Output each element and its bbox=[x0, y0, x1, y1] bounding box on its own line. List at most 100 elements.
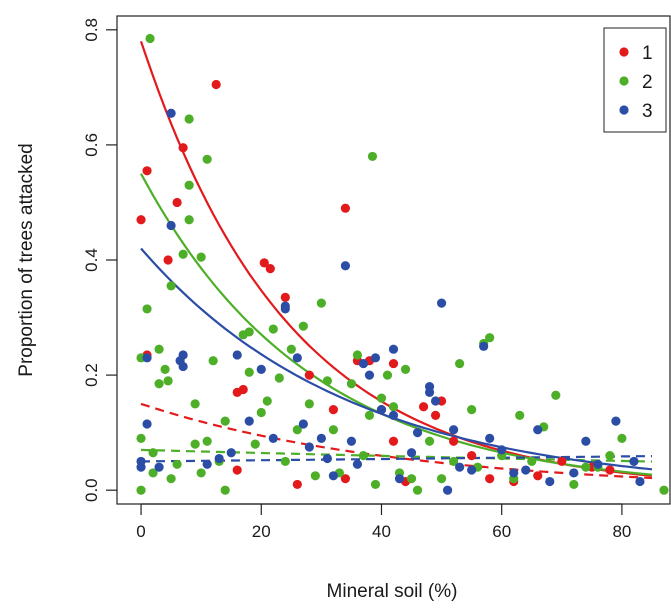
y-tick-label: 0.0 bbox=[82, 478, 101, 502]
point-series-2 bbox=[527, 456, 537, 467]
point-series-3 bbox=[232, 350, 242, 360]
point-series-3 bbox=[358, 358, 369, 369]
point-series-3 bbox=[442, 485, 453, 495]
point-series-2 bbox=[659, 485, 669, 495]
point-series-2 bbox=[328, 425, 338, 435]
x-axis: 0 20 40 60 80 bbox=[136, 503, 631, 541]
point-series-2 bbox=[136, 485, 146, 495]
point-series-2 bbox=[358, 451, 369, 461]
point-series-3 bbox=[430, 396, 441, 406]
x-tick-label: 20 bbox=[252, 522, 271, 541]
point-series-1 bbox=[418, 402, 429, 412]
y-axis: 0.0 0.2 0.4 0.6 0.8 bbox=[82, 18, 117, 502]
point-series-3 bbox=[545, 476, 555, 487]
point-series-1 bbox=[136, 215, 146, 225]
point-series-2 bbox=[346, 379, 357, 389]
point-series-2 bbox=[581, 462, 591, 472]
point-series-2 bbox=[268, 324, 278, 334]
point-series-3 bbox=[226, 448, 236, 458]
point-series-2 bbox=[406, 474, 417, 484]
legend-box bbox=[603, 27, 667, 133]
y-axis-title: Proportion of trees attacked bbox=[16, 143, 37, 376]
point-series-3 bbox=[394, 474, 405, 484]
fit-solid-series-1 bbox=[139, 40, 653, 477]
point-series-3 bbox=[485, 433, 495, 443]
point-series-2 bbox=[184, 215, 194, 225]
point-series-2 bbox=[280, 456, 290, 467]
point-series-2 bbox=[455, 358, 465, 369]
point-series-2 bbox=[400, 364, 411, 374]
point-series-3 bbox=[436, 298, 447, 308]
point-series-3 bbox=[268, 433, 278, 443]
point-series-2 bbox=[154, 379, 164, 389]
x-tick-label: 0 bbox=[136, 522, 145, 541]
point-series-2 bbox=[551, 390, 561, 400]
point-series-1 bbox=[304, 370, 314, 380]
point-series-3 bbox=[629, 456, 639, 467]
x-tick-label: 40 bbox=[372, 522, 391, 541]
x-tick-label: 80 bbox=[612, 522, 631, 541]
point-series-2 bbox=[388, 402, 399, 412]
point-series-2 bbox=[202, 436, 212, 446]
point-series-3 bbox=[202, 459, 212, 469]
point-series-1 bbox=[340, 474, 351, 484]
y-tick-label: 0.4 bbox=[82, 248, 101, 272]
point-series-2 bbox=[136, 433, 146, 443]
point-series-2 bbox=[184, 180, 194, 190]
point-series-1 bbox=[557, 456, 567, 467]
point-series-2 bbox=[292, 425, 302, 435]
point-series-2 bbox=[196, 252, 206, 262]
fit-solid-series-2 bbox=[140, 173, 653, 476]
point-series-3 bbox=[340, 261, 351, 271]
point-series-2 bbox=[196, 468, 206, 478]
point-series-3 bbox=[178, 350, 188, 360]
point-series-2 bbox=[142, 304, 152, 314]
point-series-3 bbox=[424, 382, 435, 392]
point-series-1 bbox=[172, 197, 182, 208]
point-series-3 bbox=[298, 419, 308, 429]
point-series-3 bbox=[376, 405, 387, 415]
point-series-2 bbox=[370, 479, 381, 490]
point-series-3 bbox=[593, 459, 603, 469]
point-series-3 bbox=[280, 304, 290, 314]
point-series-2 bbox=[617, 433, 627, 443]
point-series-2 bbox=[569, 479, 579, 490]
point-series-3 bbox=[292, 353, 302, 363]
point-series-3 bbox=[166, 220, 176, 231]
point-series-2 bbox=[256, 407, 266, 418]
point-series-3 bbox=[142, 419, 152, 429]
point-series-2 bbox=[286, 344, 296, 354]
point-series-3 bbox=[449, 425, 459, 435]
data-points bbox=[136, 33, 669, 495]
point-series-2 bbox=[172, 459, 182, 469]
fit-solid-series-3 bbox=[140, 247, 653, 471]
point-series-2 bbox=[154, 344, 164, 354]
point-series-1 bbox=[430, 410, 441, 420]
point-series-1 bbox=[533, 471, 543, 481]
point-series-1 bbox=[467, 451, 477, 461]
point-series-2 bbox=[515, 410, 525, 420]
point-series-2 bbox=[148, 448, 158, 458]
y-tick-label: 0.2 bbox=[82, 363, 101, 387]
point-series-3 bbox=[569, 468, 579, 478]
point-series-3 bbox=[611, 416, 621, 426]
point-series-1 bbox=[605, 465, 615, 475]
point-series-2 bbox=[202, 154, 212, 164]
point-series-2 bbox=[367, 151, 378, 162]
y-tick-label: 0.8 bbox=[82, 18, 101, 42]
point-series-2 bbox=[376, 393, 387, 403]
point-series-3 bbox=[455, 462, 465, 472]
point-series-2 bbox=[262, 396, 272, 406]
point-series-2 bbox=[316, 298, 326, 308]
point-series-2 bbox=[166, 281, 176, 291]
point-series-2 bbox=[244, 327, 254, 337]
y-tick-label: 0.6 bbox=[82, 133, 101, 157]
legend-marker-2 bbox=[619, 76, 629, 86]
point-series-3 bbox=[497, 445, 507, 455]
point-series-3 bbox=[256, 364, 266, 374]
point-series-3 bbox=[635, 476, 645, 487]
point-series-3 bbox=[316, 433, 326, 443]
point-series-2 bbox=[485, 333, 495, 343]
point-series-2 bbox=[145, 33, 155, 44]
